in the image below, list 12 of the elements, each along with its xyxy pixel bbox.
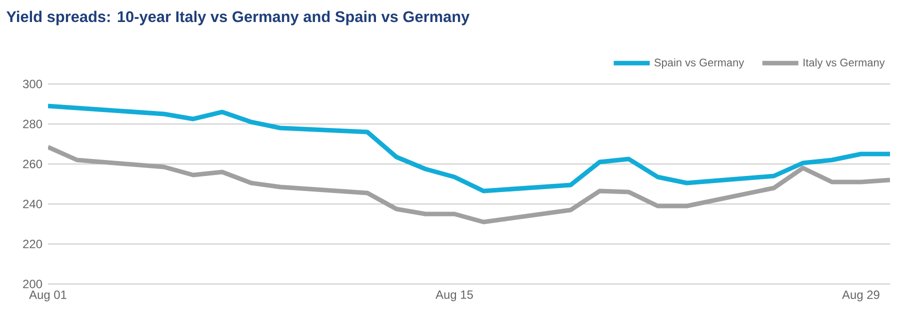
y-tick-label: 300 <box>22 80 42 88</box>
y-tick-label: 220 <box>23 240 42 248</box>
x-tick-label: Aug 15 <box>436 290 473 302</box>
chart-title: Yield spreads: 10-year Italy vs Germany and Spain vs Germany <box>6 10 470 26</box>
legend-label: Spain vs Germany <box>654 58 744 69</box>
y-tick-label: 260 <box>23 160 42 168</box>
x-tick-label: Aug 01 <box>29 290 66 302</box>
y-tick-label: 280 <box>23 120 42 128</box>
legend-label: Italy vs Germany <box>804 58 885 69</box>
x-tick-label: Aug 29 <box>842 290 880 302</box>
y-tick-label: 200 <box>23 280 42 288</box>
y-tick-label: 240 <box>23 200 42 208</box>
